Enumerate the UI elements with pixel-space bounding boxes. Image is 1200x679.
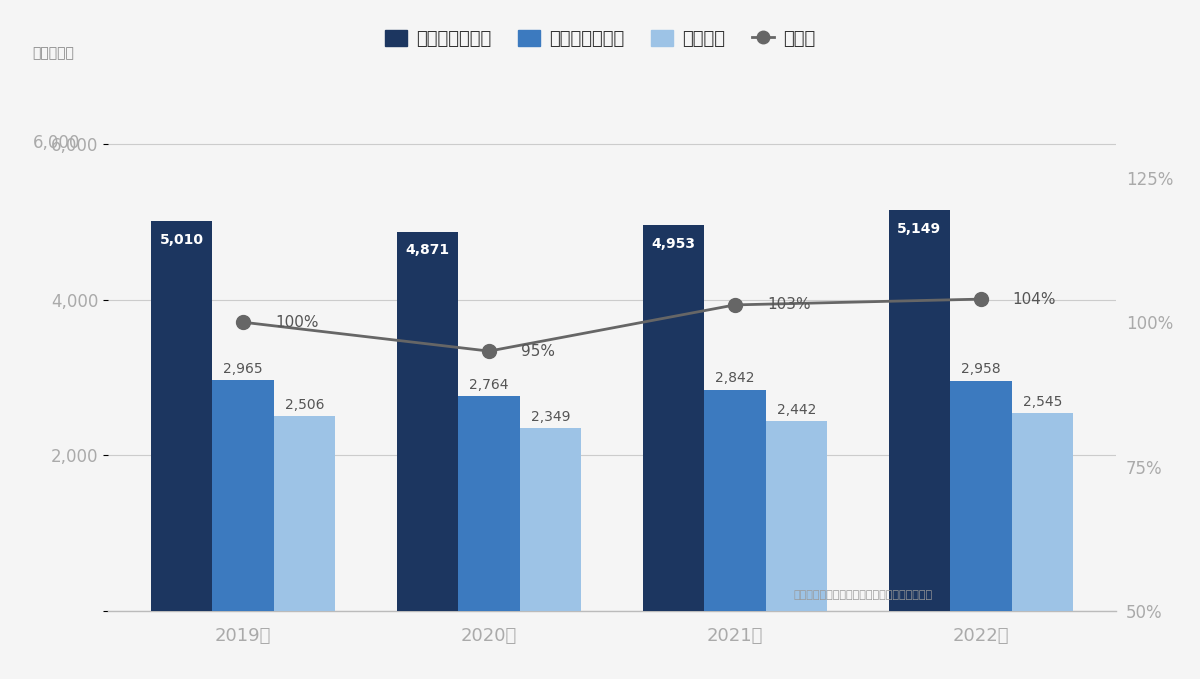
Bar [397, 232, 458, 611]
Text: 2,442: 2,442 [776, 403, 816, 417]
Bar [274, 416, 336, 611]
Text: 4,871: 4,871 [406, 243, 450, 257]
Text: 100%: 100% [275, 315, 319, 330]
Text: 出所　：　各社公表データ　決算説明会資料等: 出所 ： 各社公表データ 決算説明会資料等 [793, 591, 932, 600]
Bar [151, 221, 212, 611]
Text: 6,000: 6,000 [32, 134, 79, 153]
Bar [520, 428, 581, 611]
Bar [888, 210, 950, 611]
Text: 2,958: 2,958 [961, 363, 1001, 376]
Text: 2,842: 2,842 [715, 371, 755, 386]
Text: （十億円）: （十億円） [32, 46, 74, 60]
Bar [704, 390, 766, 611]
Text: 104%: 104% [1013, 291, 1056, 307]
Text: 2,349: 2,349 [530, 410, 570, 424]
Text: 2,545: 2,545 [1022, 394, 1062, 409]
Text: 103%: 103% [767, 297, 810, 312]
Bar [766, 421, 827, 611]
Legend: セブンイレブン, ファミリマート, ローソン, 伸び率: セブンイレブン, ファミリマート, ローソン, 伸び率 [378, 22, 822, 55]
Text: 2,764: 2,764 [469, 378, 509, 392]
Text: 5,149: 5,149 [898, 222, 941, 236]
Text: 95%: 95% [521, 344, 556, 359]
Bar [950, 381, 1012, 611]
Bar [643, 225, 704, 611]
Bar [212, 380, 274, 611]
Text: 2,506: 2,506 [284, 398, 324, 411]
Text: 4,953: 4,953 [652, 237, 696, 251]
Text: 5,010: 5,010 [160, 233, 204, 246]
Bar [1012, 413, 1073, 611]
Bar [458, 396, 520, 611]
Text: 2,965: 2,965 [223, 362, 263, 376]
